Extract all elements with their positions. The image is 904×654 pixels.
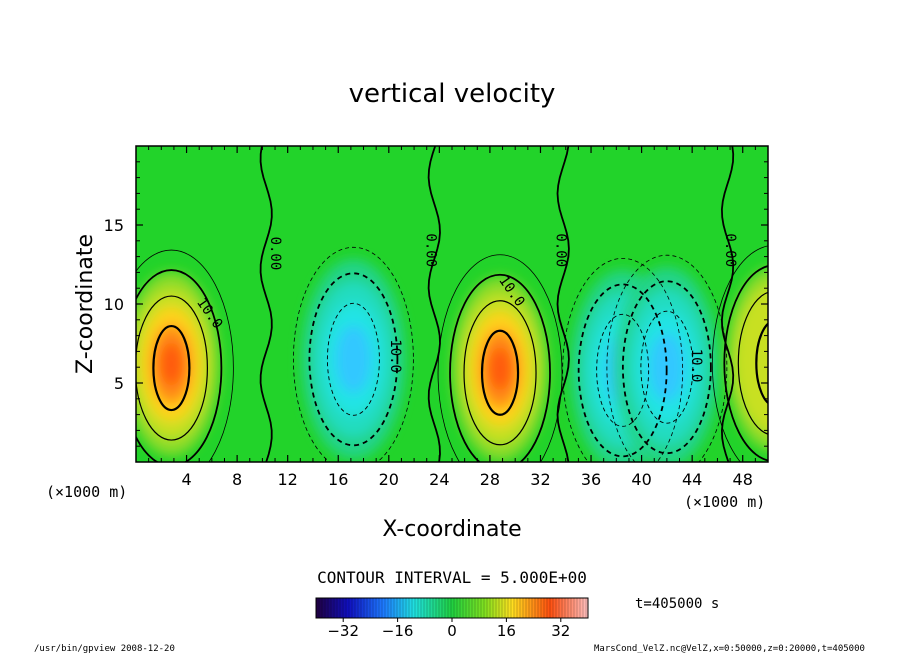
contour-down-4-0 [606, 254, 728, 462]
x-tick-label-0: 4 [181, 470, 191, 489]
x-tick-label-2: 12 [278, 470, 298, 489]
x-unit-left: (×1000 m) [46, 483, 127, 501]
contour-up-2-2 [463, 300, 537, 446]
contour-up-2-3 [480, 329, 520, 416]
contour-up-0-1 [136, 269, 223, 462]
colorbar-tick-label-4: 32 [551, 622, 570, 640]
colorbar-tick-label-0: −32 [327, 622, 359, 640]
contour-down-4-2 [640, 310, 694, 424]
colorbar-tick-label-3: 16 [497, 622, 516, 640]
contour-up-0-0 [136, 249, 234, 462]
contour-up-5-3 [755, 322, 768, 405]
x-tick-label-9: 40 [631, 470, 651, 489]
y-axis-label: Z-coordinate [73, 234, 98, 374]
colorbar-tick-label-2: 0 [447, 622, 457, 640]
contour-up-5-2 [737, 291, 768, 435]
contour-down-3-2 [596, 313, 650, 427]
contour-down-4-1 [621, 280, 712, 455]
contour-down-1-2 [326, 302, 380, 416]
x-tick-label-3: 16 [328, 470, 348, 489]
y-tick-label-0: 5 [114, 374, 124, 393]
x-tick-label-5: 24 [429, 470, 449, 489]
field-feature-2 [452, 276, 549, 461]
contour-up-5-1 [723, 265, 768, 462]
contour-label-2: 10.0 [387, 339, 403, 373]
contour-down-1-1 [308, 272, 399, 447]
y-tick-label-1: 10 [104, 295, 124, 314]
field-feature-1 [301, 259, 406, 460]
field-feature-5 [726, 268, 768, 451]
x-tick-label-10: 44 [682, 470, 702, 489]
chart-title: vertical velocity [349, 79, 556, 109]
x-axis-label: X-coordinate [382, 517, 521, 542]
x-tick-label-11: 48 [733, 470, 753, 489]
y-tick-label-2: 15 [104, 216, 124, 235]
contour-up-2-1 [449, 273, 551, 462]
field-feature-0 [136, 272, 220, 457]
colorbar-stripes [318, 598, 587, 618]
contour-up-5-0 [711, 245, 768, 462]
contour-label-3: 0.00 [423, 233, 439, 267]
contour-interval-label: CONTOUR INTERVAL = 5.000E+00 [317, 568, 587, 587]
contour-lines [136, 146, 768, 462]
zero-line-3 [720, 146, 735, 462]
zero-line-0 [259, 146, 273, 462]
contour-label-7: 0.00 [722, 233, 738, 267]
contour-up-0-3 [152, 324, 191, 412]
x-axis-ticks: 4 8 12 16 20 24 28 32 36 40 44 48 [148, 146, 756, 489]
contour-label-6: 10.0 [688, 349, 704, 383]
colorbar-ticks: −32 −16 0 16 32 [327, 618, 570, 640]
time-label: t=405000 s [635, 596, 719, 612]
x-tick-label-4: 20 [379, 470, 399, 489]
contour-down-3-1 [577, 283, 668, 458]
contour-up-0-2 [136, 295, 208, 441]
footer-right: MarsCond_VelZ.nc@VelZ,x=0:50000,z=0:2000… [594, 644, 865, 654]
colorbar-tick-label-1: −16 [382, 622, 414, 640]
zero-line-1 [427, 146, 441, 462]
footer-left: /usr/bin/gpview 2008-12-20 [34, 644, 175, 654]
contour-label-1: 0.00 [267, 237, 283, 271]
contour-label-5: 0.00 [553, 233, 569, 267]
zero-line-2 [556, 146, 570, 462]
contour-down-3-0 [562, 257, 684, 462]
contour-up-2-0 [437, 254, 563, 462]
x-tick-label-1: 8 [232, 470, 242, 489]
y-axis-ticks: 5 10 15 [104, 161, 768, 447]
contour-down-1-0 [293, 246, 414, 462]
x-tick-label-8: 36 [581, 470, 601, 489]
x-tick-label-7: 32 [530, 470, 550, 489]
x-unit-right: (×1000 m) [684, 493, 765, 511]
x-tick-label-6: 28 [480, 470, 500, 489]
